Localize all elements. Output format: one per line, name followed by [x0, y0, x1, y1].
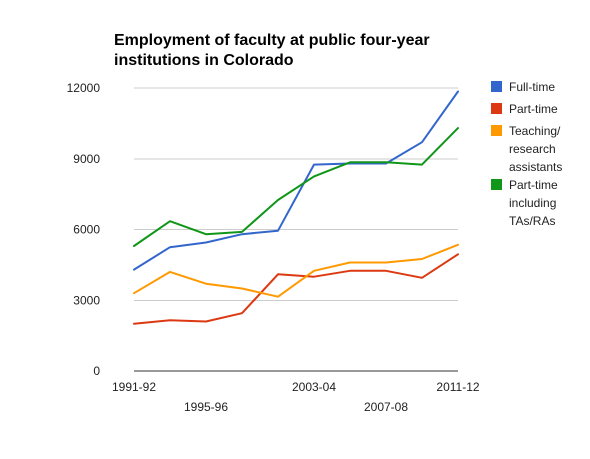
y-tick-label: 9000: [73, 152, 100, 166]
legend-swatch: [491, 81, 502, 92]
legend-swatch: [491, 125, 502, 136]
y-tick-label: 0: [93, 364, 100, 378]
legend-swatch: [491, 103, 502, 114]
legend: Full-time Part-time Teaching/research assis…: [491, 80, 562, 228]
legend-swatch: [491, 179, 502, 190]
x-tick-label: 1995-96: [184, 400, 228, 414]
y-tick-label: 3000: [73, 293, 100, 307]
legend-label: Part-time: [509, 178, 558, 192]
x-axis-tick-labels: 1991-92 1995-96 2003-04 2007-08 2011-12: [112, 380, 480, 414]
x-tick-label: 2007-08: [364, 400, 408, 414]
y-tick-label: 6000: [73, 223, 100, 237]
x-tick-label: 2011-12: [436, 380, 479, 394]
series-line-2: [133, 253, 459, 325]
series-line-1: [133, 90, 459, 271]
legend-label: including: [509, 196, 556, 210]
legend-label: Full-time: [509, 80, 555, 94]
chart-title-line-2: institutions in Colorado: [114, 52, 294, 69]
y-axis-tick-labels: 0 3000 6000 9000 12000: [67, 81, 101, 378]
x-tick-label: 1991-92: [112, 380, 156, 394]
legend-label: Teaching/: [509, 124, 561, 138]
y-tick-label: 12000: [67, 81, 101, 95]
series-line-3: [133, 243, 459, 298]
legend-label: research: [509, 142, 556, 156]
series-lines: [133, 90, 459, 325]
gridlines: [134, 87, 458, 372]
x-tick-label: 2003-04: [292, 380, 336, 394]
legend-label: Part-time: [509, 102, 558, 116]
chart-title-line-1: Employment of faculty at public four-yea…: [114, 32, 430, 49]
legend-label: assistants: [509, 160, 562, 174]
legend-label: TAs/RAs: [509, 214, 555, 228]
series-line-4: [133, 127, 459, 247]
